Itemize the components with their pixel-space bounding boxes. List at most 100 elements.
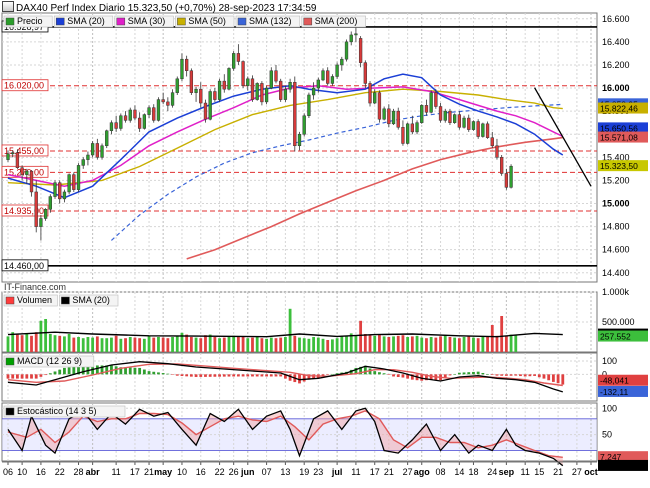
candle-down [114, 122, 118, 129]
legend-item [301, 15, 366, 28]
macd-histogram-bar [105, 365, 109, 375]
volume-bar [218, 338, 221, 352]
legend-item [59, 294, 119, 307]
candle-down [293, 82, 297, 147]
candle-down [476, 121, 480, 137]
price-y-tick-label: 16.400 [602, 37, 630, 47]
volume-bar [255, 337, 259, 352]
candle-down [222, 80, 226, 90]
candle-up [471, 121, 476, 130]
volume-y-tick-label: 1.000k [602, 287, 630, 297]
volume-bar [77, 337, 80, 352]
volume-bar [142, 338, 146, 352]
volume-bar [448, 337, 452, 352]
price-right-label: 15.650,56 [600, 123, 638, 133]
candle-up [109, 122, 114, 132]
legend-label: SMA (20) [67, 16, 105, 26]
volume-bar [345, 335, 348, 352]
candle-up [321, 70, 325, 81]
volume-bar [246, 338, 250, 352]
volume-bar [199, 338, 203, 352]
candle-up [382, 108, 386, 120]
candle-up [269, 70, 273, 89]
volume-bar [241, 336, 245, 352]
candle-down [396, 110, 400, 128]
volume-bar [429, 337, 433, 352]
macd-histogram-bar [152, 371, 156, 375]
stochastic-y-tick-label: 50 [602, 430, 612, 440]
macd-histogram-bar [16, 374, 19, 379]
volume-bar [227, 336, 231, 352]
macd-histogram-bar [157, 372, 160, 375]
macd-histogram-bar [30, 374, 33, 379]
legend-swatch [237, 17, 247, 26]
x-tick-label: 08 [436, 467, 446, 477]
macd-histogram-bar [25, 374, 29, 379]
macd-histogram-bar [119, 367, 123, 375]
candle-down [401, 127, 405, 144]
x-tick-label: 21 [553, 467, 563, 477]
candle-down [189, 70, 194, 93]
volume-bar [425, 338, 428, 352]
volume-bar [91, 337, 95, 352]
x-tick-label: oct [584, 467, 598, 477]
macd-histogram-bar [269, 374, 273, 377]
candle-up [156, 99, 161, 121]
volume-bar [44, 319, 48, 352]
candle-up [227, 68, 231, 90]
macd-histogram-bar [495, 374, 499, 376]
x-tick-label: 22 [55, 467, 65, 477]
macd-histogram-bar [392, 374, 395, 377]
candle-up [76, 165, 81, 190]
volume-bar [359, 320, 363, 352]
macd-histogram-bar [241, 374, 245, 377]
macd-histogram-bar [481, 373, 485, 375]
candle-up [405, 123, 410, 144]
price-y-tick-label: 15.400 [602, 152, 630, 162]
macd-histogram-bar [236, 374, 240, 377]
legend-swatch [5, 296, 15, 305]
macd-histogram-bar [373, 371, 377, 375]
x-tick-label: 16 [196, 467, 206, 477]
candle-up [217, 80, 222, 100]
candle-up [105, 130, 109, 147]
volume-bar [486, 336, 489, 352]
volume-bar [105, 338, 109, 352]
volume-bar [378, 334, 381, 352]
candle-up [25, 170, 29, 175]
macd-histogram-bar [349, 369, 353, 375]
candle-up [175, 78, 179, 93]
volume-bar [331, 339, 334, 352]
volume-bar [467, 335, 471, 352]
price-y-tick-label: 14.800 [602, 222, 630, 232]
volume-bar [340, 336, 344, 352]
macd-histogram-bar [147, 371, 151, 375]
macd-right-label: -132,11 [600, 387, 628, 397]
volume-bar [124, 338, 127, 352]
macd-histogram-bar [486, 374, 489, 375]
volume-bar [204, 335, 207, 352]
candle-down [161, 99, 165, 103]
macd-histogram-bar [321, 374, 325, 377]
watermark-label: IT-Finance.com [4, 282, 66, 292]
level-label: 14.460,00 [4, 261, 44, 271]
volume-bar [396, 335, 400, 352]
candle-down [72, 174, 76, 190]
macd-histogram-bar [387, 374, 391, 375]
macd-histogram-bar [302, 374, 306, 382]
volume-bar [171, 337, 174, 352]
candle-up [128, 109, 132, 121]
candle-up [302, 115, 306, 135]
price-right-label-bg [598, 131, 648, 143]
macd-histogram-bar [227, 374, 231, 377]
macd-histogram-bar [265, 374, 268, 377]
x-tick-label: sep [499, 467, 515, 477]
candle-down [434, 92, 438, 107]
candle-up [429, 92, 433, 113]
volume-bar [34, 332, 38, 352]
chart-title: DAX40 Perf Index Diario 15.323,50 (+0,70… [2, 1, 316, 14]
macd-histogram-bar [528, 374, 532, 377]
volume-bar [326, 340, 330, 352]
price-right-label-bg [598, 122, 648, 134]
